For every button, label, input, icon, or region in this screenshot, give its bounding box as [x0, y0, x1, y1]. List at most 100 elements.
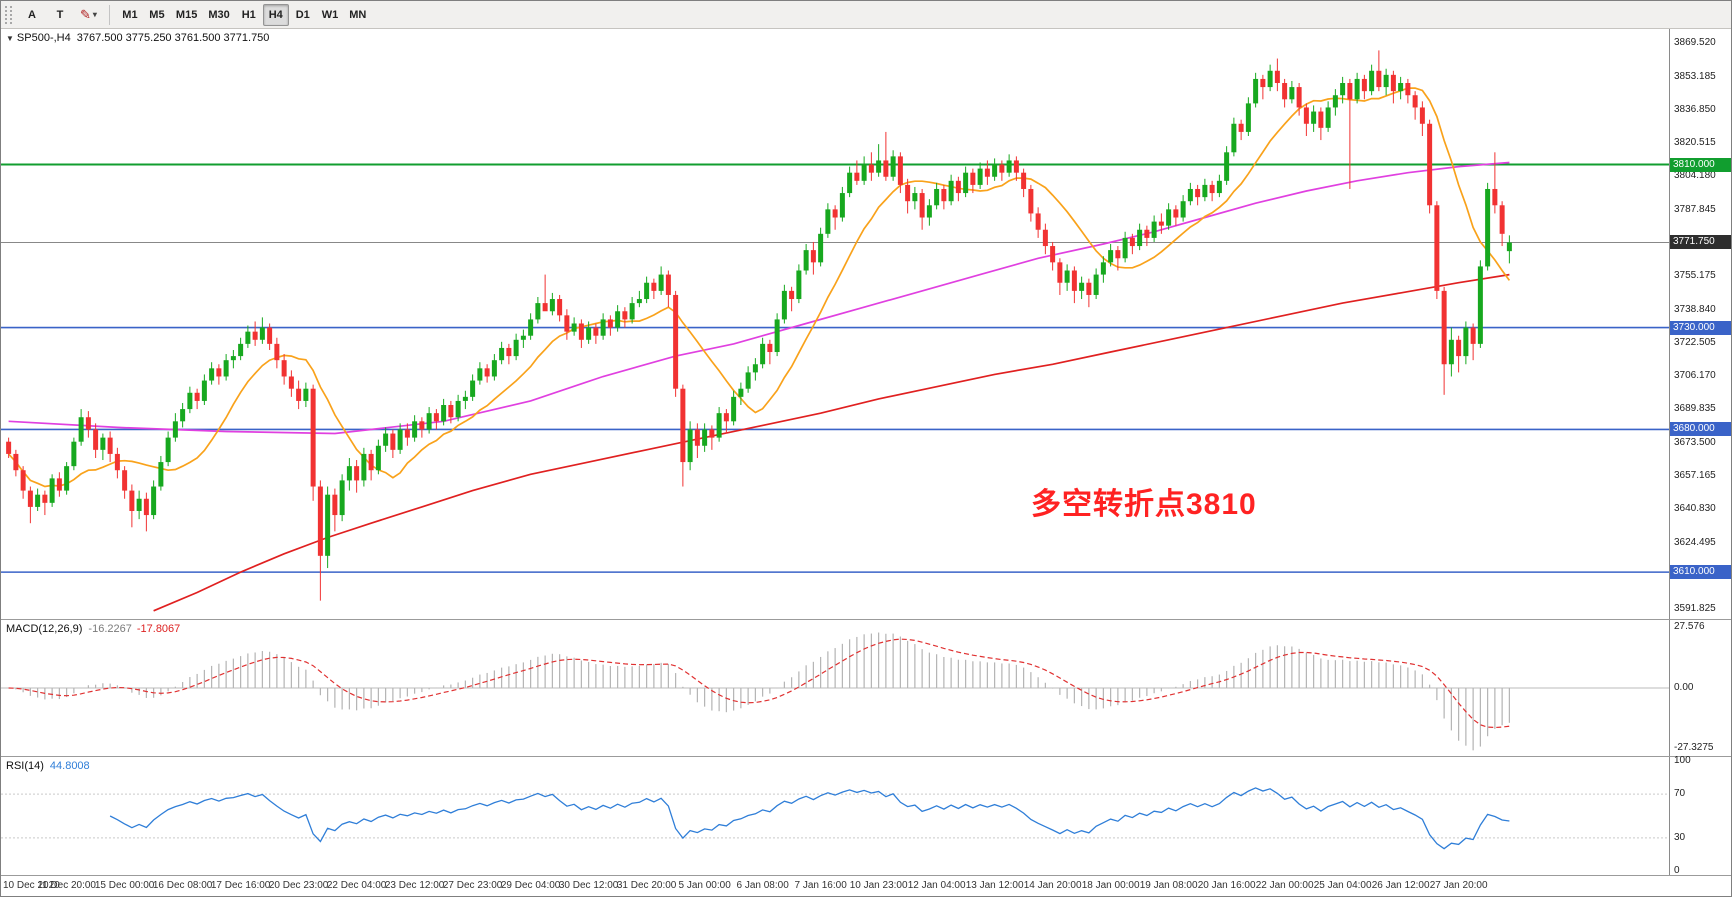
toolbar-separator: [108, 4, 110, 25]
text-tool-button[interactable]: T: [47, 4, 73, 26]
rsi-line: [109, 787, 1510, 850]
pen-icon: ✎: [80, 6, 91, 22]
axis-label: 30: [1674, 831, 1686, 843]
date-label: 17 Dec 16:00: [210, 880, 271, 891]
chart-ohlc-values: 3767.500 3775.250 3761.500 3771.750: [76, 32, 270, 44]
horizontal-level-lines: [1, 163, 1671, 573]
chevron-down-icon: ▾: [92, 10, 97, 19]
main-chart-panel: ▼ SP500-,H4 3767.500 3775.250 3761.500 377…: [1, 29, 1731, 620]
date-label: 31 Dec 20:00: [616, 880, 677, 891]
price-tag: 3810.000: [1670, 157, 1731, 172]
timeframe-button-w1[interactable]: W1: [317, 4, 344, 26]
chart-symbol: SP500-,H4: [16, 32, 71, 44]
macd-canvas[interactable]: [1, 620, 1671, 756]
axis-label: 3820.515: [1674, 137, 1716, 149]
axis-label: 3722.505: [1674, 336, 1716, 348]
timeframe-button-m5[interactable]: M5: [144, 4, 170, 26]
date-label: 5 Jan 00:00: [678, 880, 731, 891]
date-label: 23 Dec 12:00: [384, 880, 445, 891]
axis-label: 3624.495: [1674, 536, 1716, 548]
price-tag: 3730.000: [1670, 320, 1731, 335]
axis-label: 3673.500: [1674, 436, 1716, 448]
macd-signal-line: [8, 638, 1510, 729]
date-label: 25 Jan 04:00: [1313, 880, 1372, 891]
timeframe-button-m1[interactable]: M1: [117, 4, 143, 26]
date-label: 18 Jan 00:00: [1081, 880, 1140, 891]
rsi-axis[interactable]: 100 70 30 0: [1669, 755, 1731, 876]
timeframe-button-m30[interactable]: M30: [203, 4, 234, 26]
date-label: 13 Jan 12:00: [965, 880, 1024, 891]
axis-label: 3640.830: [1674, 503, 1716, 515]
macd-panel: MACD(12,26,9) -16.2267 -17.8067 27.576 0.00…: [1, 620, 1731, 757]
axis-label: 3755.175: [1674, 270, 1716, 282]
axis-label: 3787.845: [1674, 203, 1716, 215]
date-label: 22 Jan 00:00: [1255, 880, 1314, 891]
date-label: 15 Dec 00:00: [94, 880, 155, 891]
date-label: 26 Jan 12:00: [1371, 880, 1430, 891]
rsi-panel: RSI(14) 44.8008 100 70 30 0: [1, 755, 1731, 876]
rsi-label: RSI(14): [6, 760, 44, 772]
rsi-canvas[interactable]: [1, 757, 1671, 875]
chart-title: ▼ SP500-,H4 3767.500 3775.250 3761.500 377…: [6, 32, 269, 44]
axis-label: 3657.165: [1674, 470, 1716, 481]
axis-label: 3738.840: [1674, 303, 1716, 315]
date-label: 6 Jan 08:00: [736, 880, 789, 891]
axis-label: 3591.825: [1674, 603, 1716, 615]
axis-label: 100: [1674, 755, 1691, 767]
rsi-value: 44.8008: [49, 760, 90, 772]
price-chart-canvas[interactable]: [1, 29, 1671, 619]
macd-signal-value: -17.8067: [136, 623, 181, 635]
candles-layer: [6, 50, 1512, 601]
axis-label: 3869.520: [1674, 37, 1716, 49]
timeframe-button-d1[interactable]: D1: [290, 4, 316, 26]
macd-title: MACD(12,26,9) -16.2267 -17.8067: [6, 623, 180, 635]
macd-axis[interactable]: 27.576 0.00 -27.3275: [1669, 620, 1731, 756]
price-tag: 3610.000: [1670, 565, 1731, 580]
axis-label: -27.3275: [1674, 742, 1714, 754]
date-label: 30 Dec 12:00: [558, 880, 619, 891]
macd-histogram: [15, 632, 1510, 751]
date-label: 19 Jan 08:00: [1139, 880, 1198, 891]
date-label: 10 Jan 23:00: [849, 880, 908, 891]
date-label: 29 Dec 04:00: [500, 880, 561, 891]
axis-label: 3836.850: [1674, 103, 1716, 115]
time-axis[interactable]: 10 Dec 2020 11 Dec 20:00 15 Dec 00:00 16 De…: [1, 876, 1731, 896]
chart-dropdown-icon[interactable]: ▼: [6, 34, 14, 43]
axis-label: 3706.170: [1674, 370, 1716, 382]
price-tag: 3680.000: [1670, 422, 1731, 437]
axis-label: 27.576: [1674, 620, 1705, 632]
rsi-title: RSI(14) 44.8008: [6, 760, 90, 772]
date-label: 12 Jan 04:00: [907, 880, 966, 891]
moving-average-lines: [7, 87, 1511, 612]
axis-label: 0.00: [1674, 682, 1694, 693]
price-tag: 3771.750: [1670, 235, 1731, 250]
timeframe-button-h4[interactable]: H4: [262, 3, 289, 26]
arrow-tool-button[interactable]: A: [19, 4, 45, 26]
date-label: 14 Jan 20:00: [1023, 880, 1082, 891]
chart-annotation-text: 多空转折点3810: [1031, 488, 1257, 521]
price-axis[interactable]: 3869.520 3853.185 3836.850 3820.515 3804.180…: [1669, 29, 1731, 619]
color-tool-button[interactable]: ✎ ▾: [75, 4, 102, 26]
timeframe-button-mn[interactable]: MN: [344, 4, 371, 26]
axis-label: 0: [1674, 864, 1680, 876]
date-label: 20 Dec 23:00: [268, 880, 329, 891]
date-label: 27 Dec 23:00: [442, 880, 503, 891]
date-label: 16 Dec 08:00: [152, 880, 213, 891]
toolbar-grip[interactable]: [5, 5, 12, 24]
timeframe-button-group: M1 M5 M15 M30 H1 H4 D1 W1 MN: [117, 3, 371, 26]
timeframe-button-m15[interactable]: M15: [171, 4, 202, 26]
timeframe-button-h1[interactable]: H1: [236, 4, 262, 26]
date-label: 20 Jan 16:00: [1197, 880, 1256, 891]
date-label: 22 Dec 04:00: [326, 880, 387, 891]
axis-label: 3853.185: [1674, 70, 1716, 82]
axis-label: 3804.180: [1674, 170, 1716, 182]
axis-label: 3689.835: [1674, 403, 1716, 415]
macd-main-value: -16.2267: [88, 623, 132, 635]
date-label: 11 Dec 20:00: [37, 880, 96, 891]
date-label: 7 Jan 16:00: [794, 880, 847, 891]
macd-label: MACD(12,26,9): [6, 623, 83, 635]
toolbar: A T ✎ ▾ M1 M5 M15 M30 H1 H4 D1 W1 MN: [1, 1, 1731, 29]
date-label: 27 Jan 20:00: [1429, 880, 1488, 891]
date-label: 10 Dec 2020: [3, 880, 60, 891]
